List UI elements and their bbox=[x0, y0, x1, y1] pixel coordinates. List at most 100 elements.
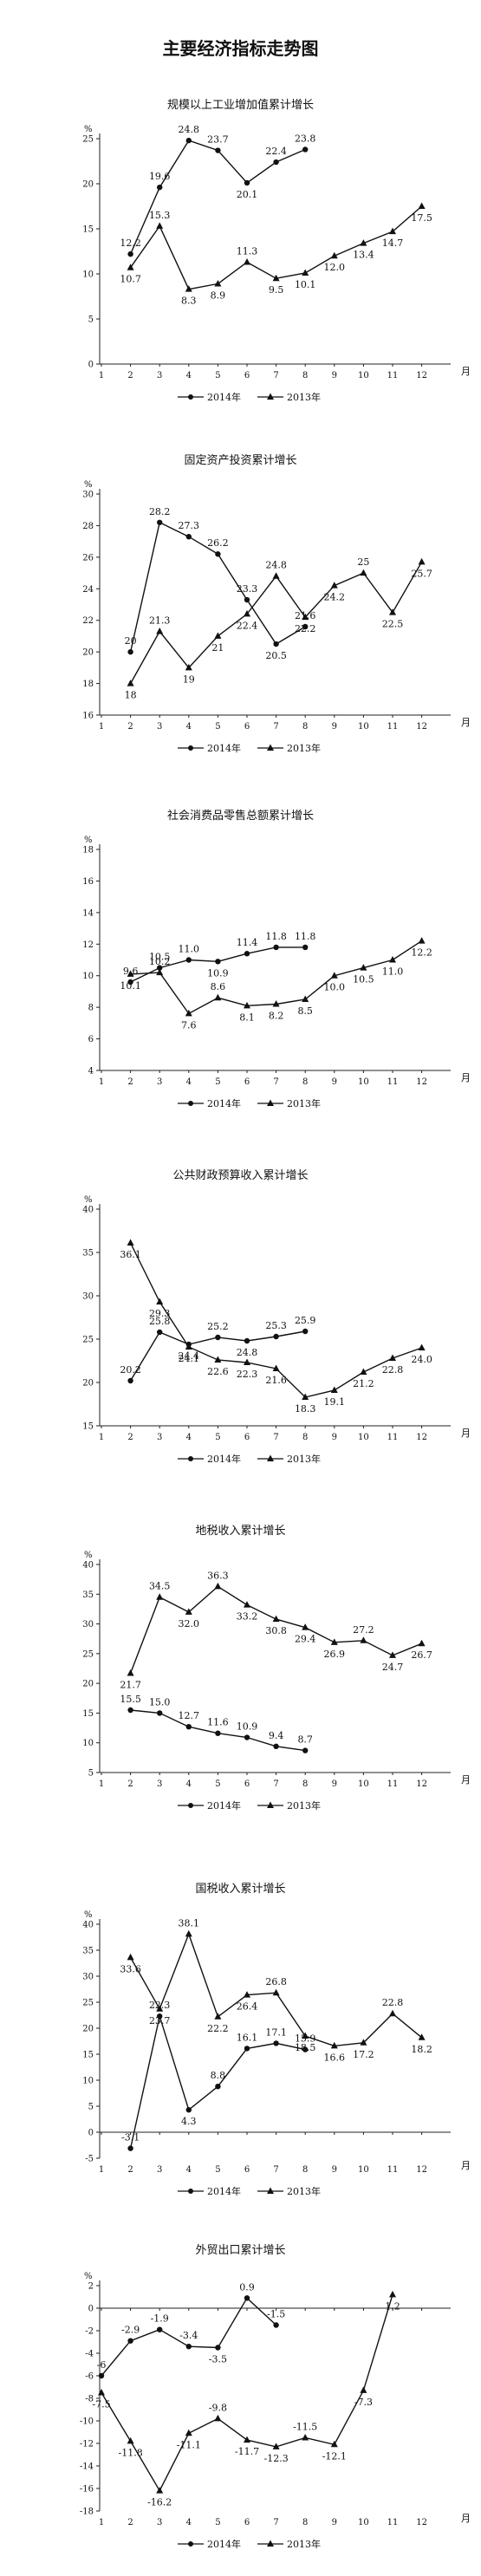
y-unit-label: % bbox=[84, 1910, 93, 1920]
data-label: 11.6 bbox=[207, 1717, 229, 1728]
data-point bbox=[360, 2386, 367, 2393]
x-unit-label: 月 bbox=[461, 1774, 471, 1786]
data-label: 10.1 bbox=[295, 279, 316, 290]
data-label: -3.1 bbox=[121, 2132, 140, 2143]
data-label: 22.4 bbox=[237, 620, 258, 631]
data-point bbox=[360, 1636, 367, 1643]
chart-title: 国税收入累计增长 bbox=[195, 1883, 286, 1896]
data-label: 25.9 bbox=[295, 1315, 316, 1326]
data-label: 17.5 bbox=[411, 212, 432, 224]
x-tick-label: 8 bbox=[302, 371, 308, 381]
data-point bbox=[127, 250, 133, 257]
x-tick-label: 9 bbox=[332, 722, 337, 732]
y-tick-label: 16 bbox=[82, 712, 94, 721]
data-label: 17.2 bbox=[353, 2049, 374, 2060]
data-point bbox=[215, 1334, 221, 1341]
data-label: 16.1 bbox=[237, 2032, 258, 2043]
data-point bbox=[156, 2005, 164, 2012]
data-point bbox=[244, 2046, 250, 2052]
y-tick-label: -6 bbox=[85, 2372, 94, 2382]
data-point bbox=[214, 993, 222, 1001]
x-tick-label: 4 bbox=[186, 371, 192, 381]
data-point bbox=[127, 2436, 134, 2444]
y-tick-label: 12 bbox=[82, 940, 94, 950]
data-point bbox=[185, 2344, 192, 2350]
data-label: -9.8 bbox=[209, 2402, 227, 2413]
data-point bbox=[127, 648, 133, 655]
data-point bbox=[302, 1747, 309, 1753]
data-point bbox=[272, 274, 280, 282]
data-label: 24.4 bbox=[179, 1350, 200, 1362]
data-point bbox=[157, 2013, 163, 2020]
x-tick-label: 5 bbox=[215, 722, 220, 732]
x-tick-label: 2 bbox=[127, 1077, 133, 1087]
legend-marker bbox=[188, 1456, 193, 1461]
data-label: 30.8 bbox=[265, 1625, 287, 1636]
data-label: -3.4 bbox=[179, 2330, 198, 2341]
legend-marker bbox=[267, 1801, 274, 1808]
data-label: 24.8 bbox=[179, 124, 200, 135]
series-line-2013 bbox=[129, 561, 423, 684]
x-tick-label: 3 bbox=[157, 722, 162, 732]
data-point bbox=[360, 964, 367, 971]
legend-label: 2014年 bbox=[207, 391, 241, 403]
x-tick-label: 12 bbox=[416, 2518, 427, 2527]
legend-marker bbox=[188, 745, 193, 751]
data-label: 10.5 bbox=[353, 974, 374, 986]
x-tick-label: 7 bbox=[273, 1779, 278, 1789]
y-tick-label: 22 bbox=[82, 616, 94, 626]
y-tick-label: 25 bbox=[82, 1999, 94, 2008]
chart-title: 公共财政预算收入累计增长 bbox=[172, 1169, 309, 1182]
x-unit-label: 月 bbox=[461, 1072, 471, 1083]
data-point bbox=[302, 944, 309, 951]
data-label: 29.3 bbox=[149, 1308, 171, 1319]
legend-label: 2014年 bbox=[207, 2185, 241, 2197]
legend-marker bbox=[267, 744, 274, 751]
data-point bbox=[185, 533, 192, 540]
y-tick-label: 40 bbox=[82, 1561, 94, 1571]
x-tick-label: 4 bbox=[186, 1779, 192, 1789]
x-tick-label: 1 bbox=[99, 2165, 104, 2175]
data-label: 25.8 bbox=[149, 1316, 171, 1327]
data-point bbox=[244, 1001, 250, 1009]
x-tick-label: 12 bbox=[416, 371, 427, 381]
legend-label: 2013年 bbox=[287, 391, 321, 403]
data-point bbox=[273, 2040, 279, 2046]
data-point bbox=[273, 944, 279, 951]
data-label: 10.7 bbox=[120, 274, 141, 285]
data-label: -7.3 bbox=[354, 2397, 373, 2408]
x-tick-label: 10 bbox=[358, 371, 369, 381]
x-tick-label: 5 bbox=[215, 1779, 220, 1789]
y-tick-label: 20 bbox=[82, 648, 94, 658]
legend-label: 2013年 bbox=[287, 742, 321, 754]
y-tick-label: 15 bbox=[82, 2051, 94, 2060]
data-label: 17.1 bbox=[265, 2026, 287, 2038]
data-point bbox=[360, 569, 367, 576]
y-tick-label: 8 bbox=[88, 1004, 94, 1013]
data-label: 9.4 bbox=[269, 1730, 284, 1741]
y-tick-label: 18 bbox=[82, 846, 94, 855]
data-label: 8.5 bbox=[297, 1005, 313, 1017]
x-tick-label: 8 bbox=[302, 2518, 308, 2527]
data-label: 11.8 bbox=[295, 931, 316, 942]
y-tick-label: 26 bbox=[82, 553, 94, 563]
data-label: 15.5 bbox=[120, 1694, 141, 1705]
x-tick-label: 4 bbox=[186, 1077, 192, 1087]
data-point bbox=[157, 519, 163, 525]
x-tick-label: 4 bbox=[186, 2165, 192, 2175]
data-label: 23.3 bbox=[237, 583, 258, 595]
x-tick-label: 3 bbox=[157, 1779, 162, 1789]
legend-label: 2014年 bbox=[207, 742, 241, 754]
x-tick-label: 8 bbox=[302, 1779, 308, 1789]
data-label: 4.3 bbox=[181, 2116, 197, 2127]
data-label: 10.9 bbox=[207, 967, 229, 979]
legend-label: 2013年 bbox=[287, 1097, 321, 1109]
x-tick-label: 3 bbox=[157, 371, 162, 381]
y-unit-label: % bbox=[84, 1195, 93, 1205]
data-label: 22.8 bbox=[382, 1364, 404, 1376]
data-label: 12.7 bbox=[179, 1710, 200, 1721]
chart-panel-4: 公共财政预算收入累计增长% 15 20 25 30 35 40 1 2 3 4 5 6 7 8 9 10 11 12… bbox=[0, 1166, 481, 1491]
legend-label: 2014年 bbox=[207, 1799, 241, 1812]
y-unit-label: % bbox=[84, 125, 93, 134]
data-label: 10.5 bbox=[149, 952, 171, 963]
